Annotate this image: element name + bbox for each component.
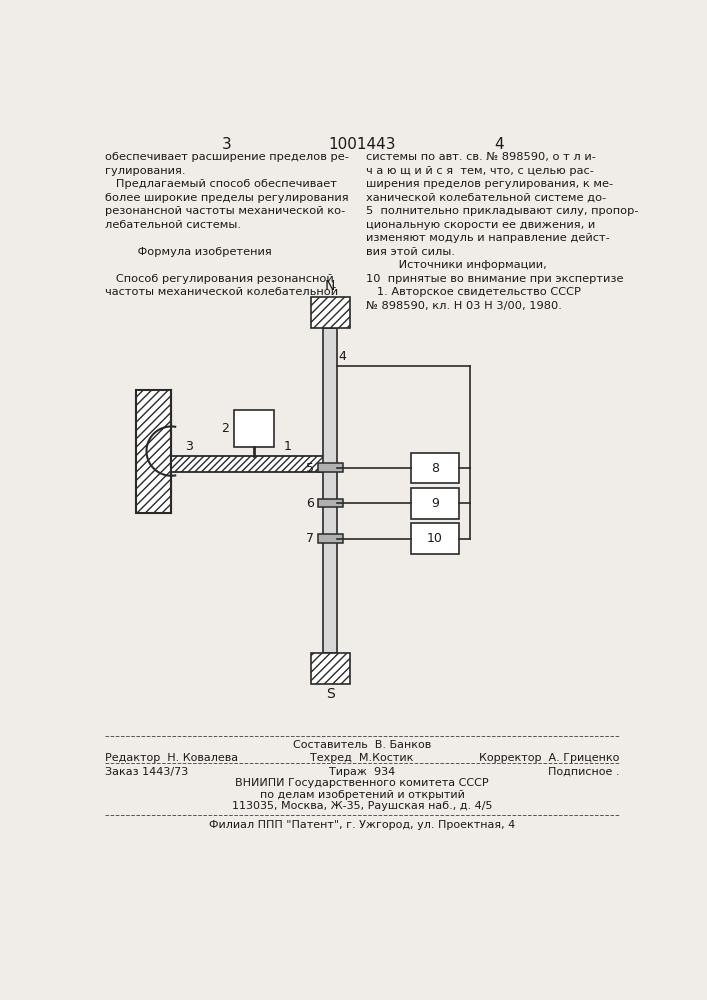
Text: гулирования.: гулирования. <box>105 166 186 176</box>
Text: изменяют модуль и направление дейст-: изменяют модуль и направление дейст- <box>366 233 609 243</box>
Text: ханической колебательной системе до-: ханической колебательной системе до- <box>366 193 606 203</box>
Text: системы по авт. св. № 898590, о т л и-: системы по авт. св. № 898590, о т л и- <box>366 152 596 162</box>
Text: Тираж  934: Тираж 934 <box>329 767 395 777</box>
Text: 5  полнительно прикладывают силу, пропор-: 5 полнительно прикладывают силу, пропор- <box>366 206 638 216</box>
Text: по делам изобретений и открытий: по делам изобретений и открытий <box>259 790 464 800</box>
Text: обеспечивает расширение пределов ре-: обеспечивает расширение пределов ре- <box>105 152 349 162</box>
Bar <box>411 523 459 554</box>
Text: № 898590, кл. Н 03 Н 3/00, 1980.: № 898590, кл. Н 03 Н 3/00, 1980. <box>366 301 561 311</box>
Text: ВНИИПИ Государственного комитета СССР: ВНИИПИ Государственного комитета СССР <box>235 778 489 788</box>
Text: Составитель  В. Банков: Составитель В. Банков <box>293 740 431 750</box>
Text: 4: 4 <box>494 137 504 152</box>
Bar <box>234 410 274 447</box>
Text: 2: 2 <box>221 422 230 435</box>
Text: частоты механической колебательной: частоты механической колебательной <box>105 287 339 297</box>
Text: 7: 7 <box>306 532 314 545</box>
Bar <box>136 389 171 513</box>
Bar <box>317 463 343 472</box>
Text: 9: 9 <box>431 497 439 510</box>
Text: S: S <box>326 687 334 701</box>
Text: Заказ 1443/73: Заказ 1443/73 <box>105 767 189 777</box>
Bar <box>171 456 330 472</box>
Text: Источники информации,: Источники информации, <box>366 260 547 270</box>
Text: 6: 6 <box>306 497 314 510</box>
Text: 1. Авторское свидетельство СССР: 1. Авторское свидетельство СССР <box>366 287 580 297</box>
Text: 8: 8 <box>431 462 439 475</box>
Text: 3: 3 <box>185 440 193 453</box>
Text: Подписное .: Подписное . <box>548 767 619 777</box>
Text: Филиал ППП "Патент", г. Ужгород, ул. Проектная, 4: Филиал ППП "Патент", г. Ужгород, ул. Про… <box>209 820 515 830</box>
Text: вия этой силы.: вия этой силы. <box>366 247 455 257</box>
Bar <box>311 653 349 684</box>
Text: 4: 4 <box>339 350 346 363</box>
Text: 5: 5 <box>306 462 314 475</box>
Text: Корректор  А. Гриценко: Корректор А. Гриценко <box>479 753 619 763</box>
Text: Редактор  Н. Ковалева: Редактор Н. Ковалева <box>105 753 238 763</box>
Text: N: N <box>325 279 335 293</box>
Text: резонансной частоты механической ко-: резонансной частоты механической ко- <box>105 206 346 216</box>
Text: Техред  М.Костик: Техред М.Костик <box>310 753 414 763</box>
Bar <box>311 297 349 328</box>
Text: 3: 3 <box>221 137 231 152</box>
Bar <box>411 488 459 519</box>
Text: лебательной системы.: лебательной системы. <box>105 220 241 230</box>
Text: Формула изобретения: Формула изобретения <box>105 247 272 257</box>
Text: 1: 1 <box>284 440 291 453</box>
Text: 113035, Москва, Ж-35, Раушская наб., д. 4/5: 113035, Москва, Ж-35, Раушская наб., д. … <box>232 801 492 811</box>
Text: более широкие пределы регулирования: более широкие пределы регулирования <box>105 193 349 203</box>
Bar <box>317 534 343 543</box>
Text: 1001443: 1001443 <box>328 137 396 152</box>
Text: 10: 10 <box>427 532 443 545</box>
Bar <box>317 499 343 507</box>
Text: циональную скорости ее движения, и: циональную скорости ее движения, и <box>366 220 595 230</box>
Text: 10  принятые во внимание при экспертизе: 10 принятые во внимание при экспертизе <box>366 274 624 284</box>
Text: ширения пределов регулирования, к ме-: ширения пределов регулирования, к ме- <box>366 179 613 189</box>
Bar <box>323 328 337 653</box>
Bar <box>411 453 459 483</box>
Text: Способ регулирования резонансной: Способ регулирования резонансной <box>105 274 334 284</box>
Text: Предлагаемый способ обеспечивает: Предлагаемый способ обеспечивает <box>105 179 337 189</box>
Text: ч а ю щ и й с я  тем, что, с целью рас-: ч а ю щ и й с я тем, что, с целью рас- <box>366 166 594 176</box>
